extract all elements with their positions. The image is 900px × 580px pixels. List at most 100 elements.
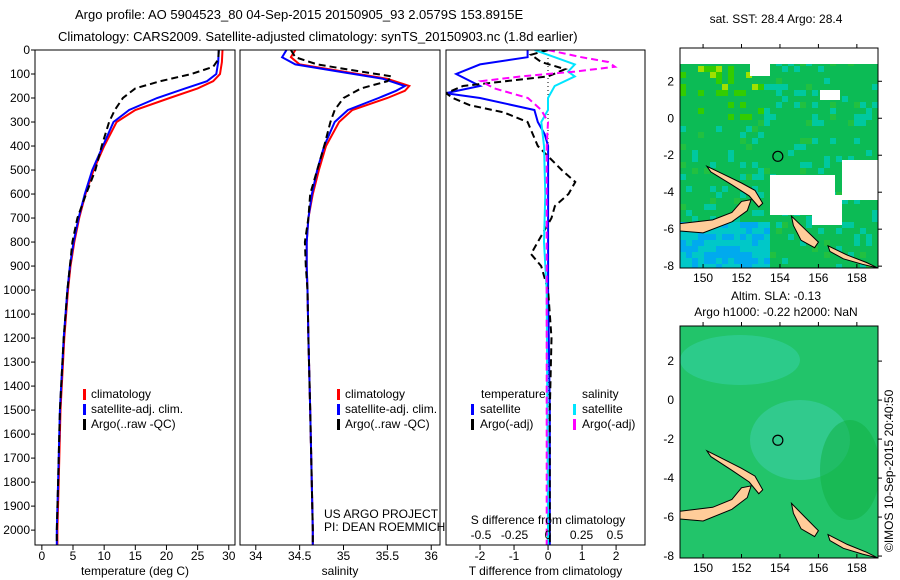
- y-tick-label: 2000: [3, 523, 30, 537]
- plot-frame: [34, 49, 236, 546]
- series-t-satellite: [446, 50, 551, 545]
- sla-blob: [820, 420, 878, 520]
- sst-cell: [758, 168, 764, 174]
- sst-cell: [722, 222, 728, 228]
- sst-cell: [710, 72, 716, 78]
- sst-cell: [716, 264, 722, 268]
- sst-cell: [758, 264, 764, 268]
- legend-label: satellite-adj. clim.: [345, 402, 437, 416]
- sst-cell: [728, 264, 734, 268]
- sst-cell: [854, 198, 860, 204]
- y-tick-label: 700: [10, 211, 30, 225]
- sst-cell: [758, 252, 764, 258]
- sst-cell: [842, 222, 848, 228]
- sst-cell: [758, 258, 764, 264]
- sst-cell: [854, 240, 860, 246]
- sst-cell: [728, 234, 734, 240]
- series-argo-raw-qc-: [55, 50, 220, 545]
- sst-cell: [746, 174, 752, 180]
- x-tick-label: 0: [545, 549, 552, 563]
- sst-cell: [836, 156, 842, 162]
- sst-cell: [698, 234, 704, 240]
- sst-cell: [698, 66, 704, 72]
- sst-cell: [812, 138, 818, 144]
- land-mass: [705, 449, 764, 495]
- sst-cell: [710, 252, 716, 258]
- lat-tick-label: 0: [667, 111, 674, 125]
- lat-tick-label: -6: [663, 222, 674, 236]
- sst-cell: [758, 240, 764, 246]
- sst-cell: [866, 114, 872, 120]
- sst-cell: [692, 246, 698, 252]
- sst-cell: [764, 84, 770, 90]
- series-s-argo-adj-: [477, 50, 618, 545]
- sst-cell: [764, 258, 770, 264]
- sst-cell: [722, 228, 728, 234]
- sst-cell: [752, 222, 758, 228]
- sst-cell: [740, 234, 746, 240]
- y-tick-label: 1500: [3, 403, 30, 417]
- x2-axis-label: S difference from climatology: [471, 513, 626, 527]
- sst-cell: [710, 264, 716, 268]
- no-data-patch: [820, 90, 840, 100]
- x-axis-label: T difference from climatology: [469, 564, 623, 578]
- x-tick-label: -1: [509, 549, 520, 563]
- map-subtitle: Argo h1000: -0.22 h2000: NaN: [694, 305, 857, 319]
- sst-cell: [812, 102, 818, 108]
- sst-cell: [764, 264, 770, 268]
- argo-position-marker: [772, 150, 784, 162]
- sst-cell: [698, 252, 704, 258]
- sst-cell: [716, 78, 722, 84]
- sst-cell: [800, 102, 806, 108]
- sst-cell: [740, 222, 746, 228]
- sst-cell: [854, 234, 860, 240]
- x-tick-label: 1: [579, 549, 586, 563]
- sst-cell: [794, 90, 800, 96]
- series-satellite-adj-clim-: [55, 50, 220, 545]
- sst-cell: [860, 102, 866, 108]
- sst-cell: [770, 252, 776, 258]
- sst-cell: [728, 258, 734, 264]
- plot-frame: [239, 49, 441, 546]
- sst-cell: [872, 84, 878, 90]
- sst-cell: [758, 234, 764, 240]
- sla-map: 150 152 154 156 158 2 0 -2 -4 -6 -8 Altim. SLA: -0.…: [663, 289, 882, 575]
- difference-profile: -2 -1 0 1 2T difference from climatology temp…: [445, 49, 646, 578]
- sst-cell: [812, 90, 818, 96]
- legend-swatch: [83, 404, 86, 415]
- sst-cell: [782, 96, 788, 102]
- sst-cell: [680, 126, 686, 132]
- sst-cell: [734, 222, 740, 228]
- sst-cell: [788, 150, 794, 156]
- sst-cell: [740, 228, 746, 234]
- map-field: [680, 48, 878, 268]
- sst-cell: [680, 162, 686, 168]
- series-t-argo-adj-: [446, 50, 577, 545]
- sst-cell: [752, 252, 758, 258]
- sst-cell: [752, 210, 758, 216]
- sst-cell: [692, 264, 698, 268]
- sst-cell: [854, 102, 860, 108]
- sst-cell: [770, 84, 776, 90]
- argo-position-marker: [772, 434, 784, 446]
- sst-cell: [698, 258, 704, 264]
- sst-cell: [872, 216, 878, 222]
- sst-cell: [752, 162, 758, 168]
- sst-cell: [812, 114, 818, 120]
- lat-tick-label: -6: [663, 510, 674, 524]
- sst-cell: [782, 84, 788, 90]
- sst-cell: [752, 264, 758, 268]
- sst-cell: [872, 102, 878, 108]
- sst-cell: [716, 66, 722, 72]
- sst-cell: [728, 156, 734, 162]
- sst-cell: [752, 234, 758, 240]
- series-satellite-adj-clim-: [280, 50, 408, 545]
- sst-cell: [758, 132, 764, 138]
- sst-cell: [740, 138, 746, 144]
- sst-cell: [746, 114, 752, 120]
- sst-cell: [860, 120, 866, 126]
- sst-cell: [824, 162, 830, 168]
- y-tick-label: 600: [10, 187, 30, 201]
- sst-cell: [698, 240, 704, 246]
